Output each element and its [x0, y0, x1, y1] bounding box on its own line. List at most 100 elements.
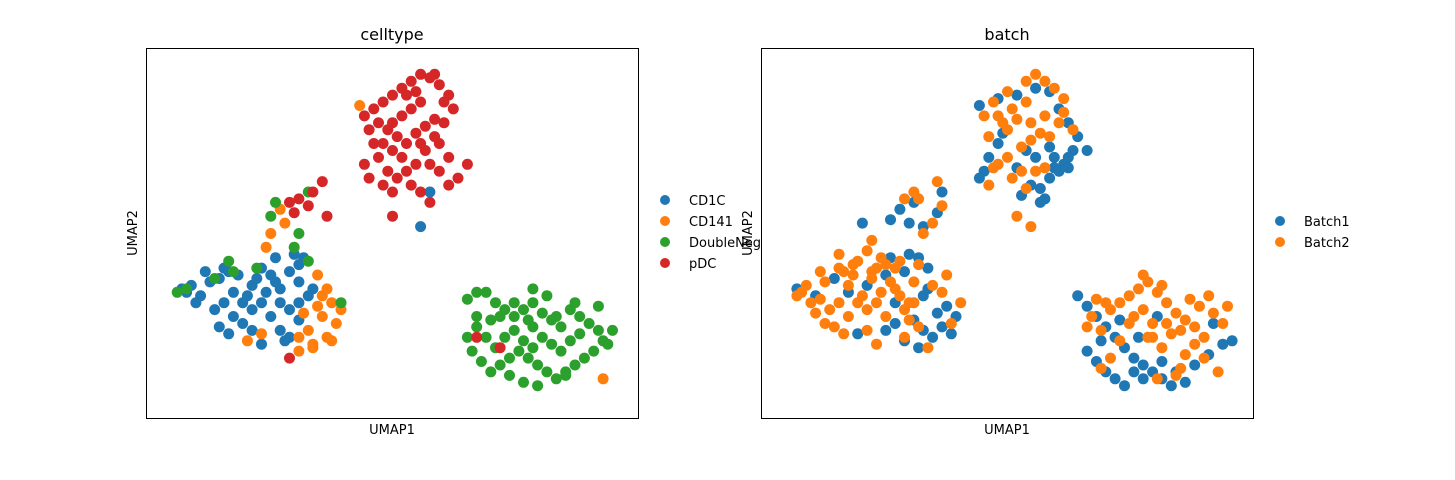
point-batch2-126: [931, 176, 943, 188]
point-batch2-113: [983, 131, 995, 143]
point-pdc-7: [433, 79, 445, 91]
point-doubleneg-69: [227, 266, 239, 278]
point-batch1-85: [1034, 196, 1046, 208]
point-doubleneg-26: [485, 366, 497, 378]
point-doubleneg-2: [490, 297, 501, 309]
point-doubleneg-46: [569, 297, 581, 309]
point-cd141-16: [279, 217, 291, 229]
point-batch2-134: [945, 318, 957, 329]
point-pdc-4: [405, 75, 417, 87]
point-batch2-117: [992, 110, 1004, 122]
legend-label-doubleneg: DoubleNeg: [689, 236, 761, 251]
point-pdc-39: [443, 151, 455, 163]
point-doubleneg-56: [471, 311, 483, 322]
point-batch1-27: [894, 203, 906, 215]
point-doubleneg-65: [265, 210, 277, 222]
point-doubleneg-39: [555, 345, 567, 357]
point-batch2-50: [903, 314, 915, 326]
point-doubleneg-16: [578, 352, 590, 364]
point-doubleneg-1: [480, 286, 492, 298]
point-pdc-64: [387, 210, 398, 222]
point-batch2-79: [1184, 293, 1196, 305]
point-batch2-85: [1100, 297, 1112, 309]
point-batch2-42: [922, 342, 934, 354]
point-batch2-114: [1039, 110, 1051, 122]
point-pdc-58: [284, 196, 295, 208]
point-pdc-31: [387, 145, 398, 156]
point-batch2-60: [1170, 307, 1182, 319]
point-cd1c-33: [223, 328, 235, 340]
point-cd1c-31: [190, 297, 202, 309]
point-cd1c-38: [293, 297, 305, 309]
point-pdc-37: [452, 172, 464, 184]
legend-label-cd141: CD141: [689, 215, 733, 230]
point-batch2-9: [842, 311, 854, 322]
point-pdc-20: [373, 117, 384, 129]
point-batch2-23: [814, 266, 826, 278]
point-batch2-7: [824, 304, 836, 316]
point-cd141-3: [316, 311, 328, 322]
point-doubleneg-7: [536, 307, 548, 319]
point-doubleneg-0: [461, 293, 473, 305]
point-batch2-29: [810, 307, 822, 319]
point-batch2-19: [847, 269, 859, 281]
point-doubleneg-41: [574, 328, 586, 340]
point-batch2-27: [833, 262, 845, 274]
point-pdc-19: [363, 124, 375, 136]
point-batch1-46: [1081, 345, 1093, 357]
point-batch2-128: [875, 252, 887, 264]
point-pdc-53: [410, 86, 422, 98]
legend-label-batch1: Batch1: [1304, 215, 1350, 230]
point-batch2-37: [866, 266, 878, 278]
point-doubleneg-54: [504, 369, 515, 381]
point-doubleneg-35: [518, 335, 529, 347]
point-batch2-8: [833, 297, 845, 309]
point-batch2-101: [1016, 141, 1027, 153]
point-cd1c-13: [293, 276, 305, 288]
point-pdc-13: [410, 158, 422, 170]
point-cd1c-37: [307, 283, 319, 295]
point-batch1-36: [1081, 300, 1093, 312]
point-batch1-20: [889, 318, 901, 329]
point-batch2-97: [1053, 117, 1065, 129]
point-batch2-83: [1151, 373, 1163, 385]
point-cd1c-34: [246, 324, 258, 336]
point-batch2-108: [1039, 162, 1051, 174]
point-doubleneg-20: [541, 366, 553, 378]
point-batch2-115: [1020, 96, 1032, 108]
point-batch1-63: [1133, 331, 1144, 343]
point-doubleneg-63: [209, 273, 221, 284]
point-cd1c-25: [274, 297, 286, 309]
point-batch2-122: [1020, 183, 1032, 194]
point-doubleneg-25: [494, 359, 506, 371]
point-pdc-33: [415, 138, 427, 149]
point-batch2-80: [1114, 335, 1126, 347]
point-batch2-81: [1105, 352, 1116, 364]
point-pdc-44: [387, 186, 398, 198]
point-batch2-90: [988, 96, 999, 108]
point-pdc-52: [429, 68, 441, 80]
point-batch2-39: [913, 259, 925, 271]
point-pdc-47: [358, 110, 370, 122]
point-pdc-61: [284, 352, 295, 364]
point-doubleneg-47: [592, 300, 604, 312]
point-pdc-30: [377, 138, 389, 149]
point-pdc-36: [443, 179, 455, 191]
point-pdc-59: [321, 210, 333, 222]
point-batch2-52: [1095, 324, 1107, 336]
point-pdc-26: [429, 113, 441, 125]
point-doubleneg-24: [504, 352, 515, 364]
point-batch1-34: [856, 217, 868, 229]
point-batch1-45: [1165, 380, 1177, 392]
point-batch1-94: [1053, 165, 1065, 177]
point-batch2-118: [1058, 106, 1070, 118]
point-batch1-41: [1128, 352, 1140, 364]
point-batch2-91: [1002, 86, 1013, 98]
point-batch2-87: [1156, 279, 1168, 291]
point-pdc-25: [419, 120, 431, 132]
point-batch2-10: [861, 304, 873, 316]
point-batch2-70: [1189, 338, 1201, 350]
legend-marker-pdc: [660, 258, 670, 268]
point-batch2-32: [819, 318, 831, 329]
point-batch2-24: [805, 297, 817, 309]
